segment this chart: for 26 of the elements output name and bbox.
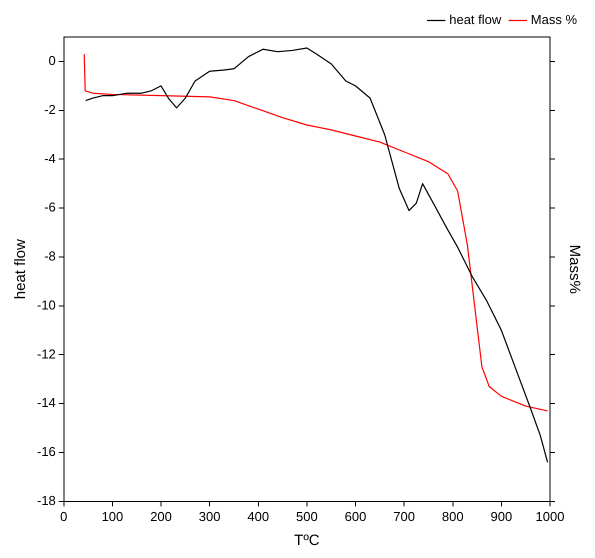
x-tick-label: 300	[198, 508, 221, 524]
y-tick-label: 0	[48, 53, 56, 68]
y-tick-label: -8	[44, 248, 56, 264]
x-tick-label: 500	[296, 508, 318, 524]
y-axis-title: heat flow	[12, 239, 30, 300]
y2-axis-title: Mass%	[566, 244, 583, 294]
x-tick-label: 400	[247, 508, 270, 524]
y-tick-label: -12	[36, 346, 56, 362]
x-tick-label: 100	[102, 508, 124, 524]
x-tick-label: 700	[393, 508, 415, 524]
x-tick-label: 900	[490, 508, 512, 524]
legend-label: heat flow	[449, 12, 502, 28]
y-tick-label: -18	[36, 492, 56, 508]
y-tick-label: -4	[44, 150, 56, 166]
y-tick-label: -10	[36, 297, 56, 312]
y-tick-label: -16	[36, 444, 56, 460]
x-axis-title: TºC	[294, 532, 320, 550]
x-tick-label: 1000	[536, 508, 564, 524]
x-tick-label: 0	[60, 508, 68, 524]
x-tick-label: 200	[150, 508, 172, 524]
y-tick-label: -6	[44, 200, 56, 215]
x-tick-label: 800	[442, 508, 464, 524]
legend-label: Mass %	[530, 12, 578, 28]
y-tick-label: -14	[36, 395, 56, 410]
x-tick-label: 600	[344, 508, 366, 524]
y-tick-label: -2	[44, 102, 56, 117]
